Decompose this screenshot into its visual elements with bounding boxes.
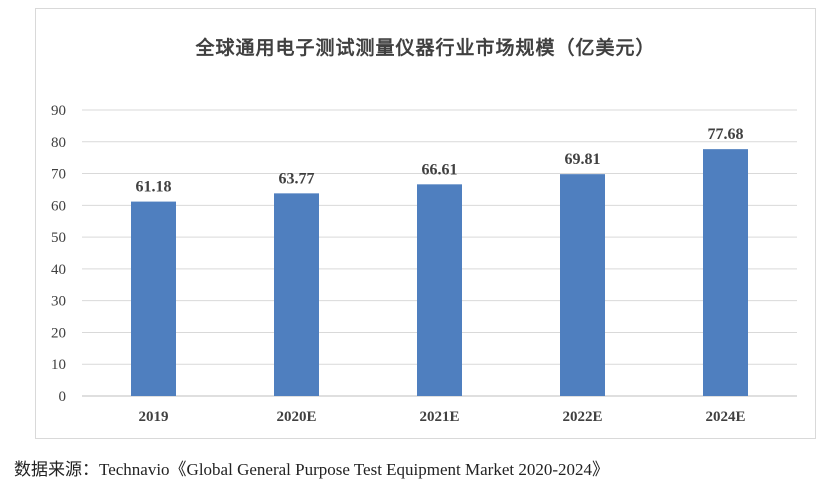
x-tick-label: 2019 [139,409,169,425]
bar [703,149,748,396]
y-tick-label: 10 [51,357,66,373]
y-tick-label: 60 [51,198,66,214]
y-tick-label: 30 [51,294,66,310]
bar [274,193,319,396]
data-label: 77.68 [708,126,744,143]
x-tick-label: 2020E [276,409,316,425]
y-tick-label: 50 [51,230,66,246]
bar [417,184,462,396]
y-tick-label: 20 [51,325,66,341]
x-tick-label: 2022E [562,409,602,425]
y-tick-label: 40 [51,262,66,278]
y-tick-label: 90 [51,103,66,119]
data-label: 63.77 [279,170,315,187]
data-source-note: 数据来源：Technavio《Global General Purpose Te… [14,460,610,479]
y-tick-label: 0 [59,389,67,405]
x-tick-label: 2021E [419,409,459,425]
y-tick-label: 70 [51,167,66,183]
bar [131,201,176,396]
data-label: 61.18 [136,179,172,196]
bar [560,174,605,396]
y-tick-label: 80 [51,135,66,151]
x-tick-label: 2024E [705,409,745,425]
data-label: 69.81 [565,151,601,168]
chart-title: 全球通用电子测试测量仪器行业市场规模（亿美元） [195,37,656,59]
data-label: 66.61 [422,161,458,178]
